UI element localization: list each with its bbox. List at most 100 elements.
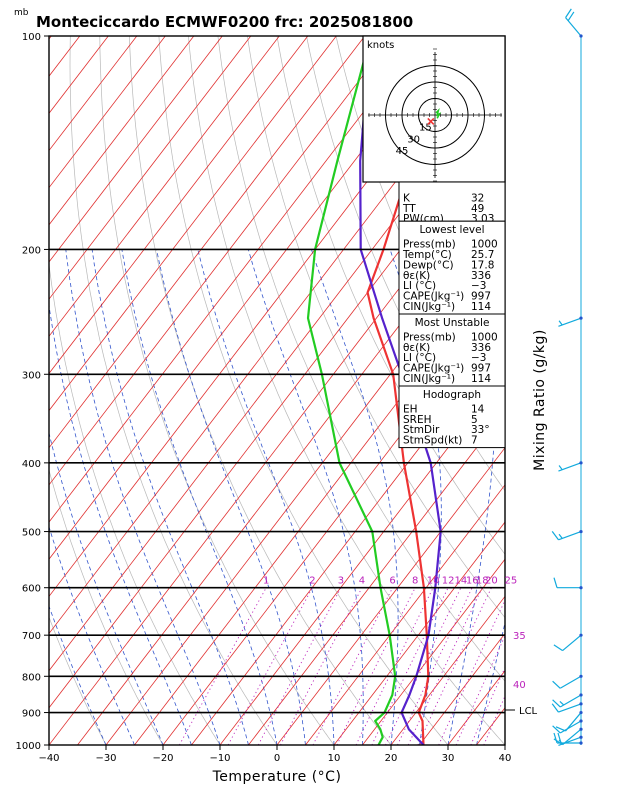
dry-adiabat [158, 36, 449, 745]
index-label: LI (°C) [403, 280, 436, 292]
hodograph-ring-label: 15 [419, 123, 432, 134]
wind-barb-feather [565, 8, 572, 18]
isotherm [49, 36, 309, 375]
wind-barb-dot [579, 674, 583, 678]
parcel-profile [359, 36, 442, 745]
moist-adiabat [49, 605, 107, 745]
index-label: CAPE(Jkg⁻¹) [403, 363, 464, 375]
index-label: Press(mb) [403, 239, 456, 251]
moist-adiabat [91, 249, 249, 745]
isotherm [77, 186, 505, 745]
dry-adiabat [49, 468, 164, 745]
mixing-ratio-line [179, 587, 267, 745]
wind-barb [553, 727, 583, 746]
index-value: 49 [471, 203, 484, 215]
index-label: StmSpd(kt) [403, 435, 462, 447]
wind-barb [553, 633, 583, 652]
wind-barb-dot [579, 34, 583, 38]
dewpoint-profile [306, 36, 397, 745]
pressure-tick-label: 200 [22, 245, 41, 256]
wind-profile [551, 8, 583, 746]
wind-barb-dot [579, 702, 583, 706]
wind-barb-half-feather [558, 465, 563, 471]
isotherm [305, 484, 505, 745]
wind-barb-shaft [559, 675, 582, 689]
temperature-tick-label: −10 [209, 753, 230, 764]
isotherm [49, 36, 252, 300]
index-label: SREH [403, 414, 432, 426]
mixing-ratio-label: 35 [513, 631, 526, 642]
pressure-tick-label: 600 [22, 584, 41, 595]
wind-barb-feather [553, 644, 563, 652]
moist-adiabat [65, 249, 221, 745]
moist-adiabat [476, 621, 505, 745]
mixing-ratio-label: 8 [412, 576, 418, 587]
index-value: 997 [471, 291, 491, 303]
moist-adiabat [197, 249, 335, 745]
wind-barb [552, 693, 583, 708]
mixing-ratio-label: 14 [455, 576, 468, 587]
indices-block [398, 313, 506, 387]
wind-barb-dot [579, 633, 583, 637]
mixing-ratio-line [483, 695, 505, 745]
temperature-tick-label: −20 [152, 753, 173, 764]
index-value: 336 [471, 270, 491, 282]
index-value: −3 [471, 352, 486, 364]
temperature-tick-label: −30 [95, 753, 116, 764]
temperature-tick-label: 20 [385, 753, 398, 764]
index-value: 33° [471, 424, 490, 436]
moist-adiabat [49, 302, 192, 745]
wind-barb-feather [552, 699, 561, 708]
pressure-tick-label: 500 [22, 528, 41, 539]
index-value: −3 [471, 280, 486, 292]
pressure-tick-label: 700 [22, 631, 41, 642]
wind-barb [555, 710, 583, 732]
dry-adiabat [49, 616, 107, 745]
wind-barb [551, 529, 583, 541]
temperature-tick-label: 40 [499, 753, 512, 764]
wind-barb-feather [552, 680, 561, 689]
index-label: TT [402, 203, 416, 215]
x-axis-label: Temperature (°C) [212, 769, 342, 785]
isotherm [49, 36, 337, 412]
mixing-ratio-label: 6 [389, 576, 395, 587]
mixing-ratio-line [470, 666, 505, 745]
dry-adiabat [543, 36, 618, 745]
isotherm [49, 36, 223, 263]
storm-motion-marker [427, 117, 435, 126]
dry-adiabat [49, 261, 221, 745]
mixing-ratio-label: 4 [359, 576, 365, 587]
wind-barb-dot [579, 461, 583, 465]
index-label: K [403, 192, 411, 204]
isotherm [248, 409, 505, 745]
pressure-tick-label: 400 [22, 459, 41, 470]
mixing-ratio-label: 25 [505, 576, 518, 587]
pressure-ticks: 100 200 300 400 500 600 700 800 900 1000 [16, 32, 49, 752]
mixing-ratio-label: 1 [263, 576, 269, 587]
isotherm [276, 447, 505, 745]
pressure-tick-label: 300 [22, 370, 41, 381]
mixing-ratio-label: 20 [485, 576, 498, 587]
temperature-tick-label: 0 [274, 753, 280, 764]
index-label: EH [403, 403, 418, 415]
index-value: 17.8 [471, 259, 494, 271]
index-value: 5 [471, 414, 478, 426]
wind-barb [552, 674, 583, 689]
isotherm [105, 224, 505, 745]
isotherm [49, 36, 423, 523]
wind-barb-half-feather [559, 700, 565, 706]
pressure-tick-label: 900 [22, 709, 41, 720]
index-value: 114 [471, 301, 491, 313]
wind-barb-shaft [558, 462, 582, 472]
wind-barb-shaft [565, 712, 582, 732]
wind-barb-feather [567, 11, 575, 22]
index-label: CAPE(Jkg⁻¹) [403, 291, 464, 303]
wind-barb-dot [579, 727, 583, 731]
hodograph-trace [427, 107, 442, 126]
wind-barb [551, 702, 583, 713]
wind-barb [558, 316, 583, 327]
index-value: 1000 [471, 239, 498, 251]
dry-adiabat [69, 36, 278, 745]
index-label: θε(K) [403, 270, 430, 282]
